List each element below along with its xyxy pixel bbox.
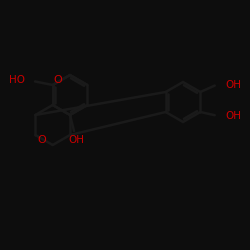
Text: OH: OH	[226, 111, 242, 121]
Text: OH: OH	[68, 135, 84, 145]
Text: OH: OH	[226, 80, 242, 90]
Text: O: O	[53, 75, 62, 85]
Text: O: O	[37, 135, 46, 145]
Text: HO: HO	[9, 76, 25, 86]
